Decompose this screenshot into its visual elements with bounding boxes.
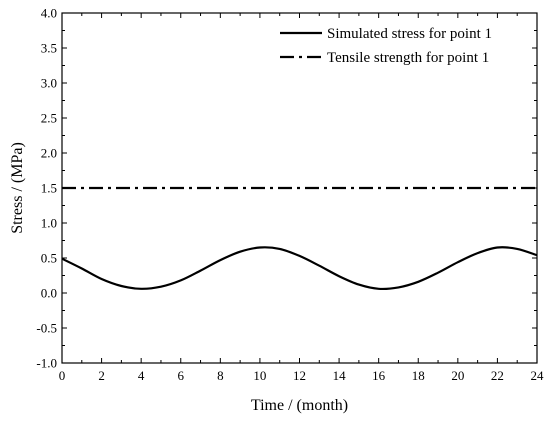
y-tick-label: -0.5 [36,321,57,336]
x-tick-label: 20 [451,368,464,383]
y-tick-label: 3.0 [41,76,57,91]
y-tick-label: -1.0 [36,356,57,371]
plot-area: 0 2 4 6 8 10 12 14 16 18 20 22 24-1.0-0.50.00.51.01.… [36,6,544,384]
y-tick-label: 3.5 [41,41,57,56]
y-tick-label: 0.0 [41,286,57,301]
x-axis-title: Time / (month) [251,397,348,414]
y-tick-label: 2.5 [41,111,57,126]
x-tick-label: 4 [138,368,145,383]
legend: Simulated stress for point 1 Tensile stre… [280,26,492,66]
x-tick-label: 24 [531,368,545,383]
x-tick-label: 12 [293,368,306,383]
y-tick-label: 0.5 [41,251,57,266]
x-tick-label: 0 [59,368,66,383]
x-tick-label: 8 [217,368,224,383]
x-tick-label: 14 [333,368,347,383]
legend-label-2: Tensile strength for point 1 [327,50,489,66]
x-tick-label: 16 [372,368,386,383]
x-tick-label: 10 [253,368,266,383]
y-tick-label: 4.0 [41,6,57,21]
x-tick-label: 22 [491,368,504,383]
y-tick-label: 1.0 [41,216,57,231]
legend-label-1: Simulated stress for point 1 [327,26,492,42]
y-axis-title: Stress / (MPa) [9,142,26,234]
x-tick-label: 2 [98,368,105,383]
y-tick-label: 1.5 [41,181,57,196]
series-line-1 [61,246,538,291]
x-tick-label: 6 [178,368,185,383]
x-tick-label: 18 [412,368,425,383]
y-tick-label: 2.0 [41,146,57,161]
